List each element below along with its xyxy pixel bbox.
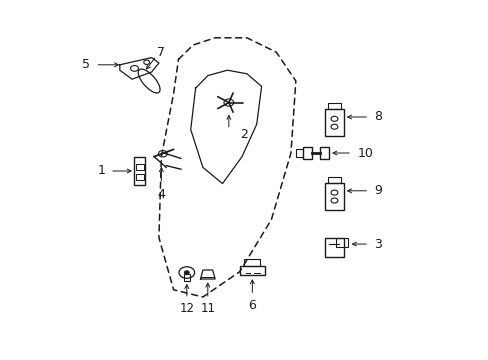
Text: 10: 10 <box>357 147 372 159</box>
Bar <box>136 174 143 180</box>
Bar <box>335 238 347 247</box>
Bar <box>320 147 328 159</box>
Circle shape <box>184 271 189 274</box>
Text: 12: 12 <box>179 302 194 315</box>
Bar <box>183 274 189 281</box>
Bar <box>327 177 341 183</box>
Text: 4: 4 <box>157 188 165 201</box>
Text: 9: 9 <box>373 184 381 197</box>
Text: 2: 2 <box>240 129 248 141</box>
Text: 1: 1 <box>97 165 105 177</box>
Text: 7: 7 <box>157 46 165 59</box>
Bar <box>134 157 145 185</box>
Text: 8: 8 <box>373 111 381 123</box>
Bar <box>325 238 343 257</box>
Bar <box>325 183 343 210</box>
Text: 6: 6 <box>248 299 256 312</box>
Bar <box>325 109 343 136</box>
Bar <box>239 266 264 275</box>
Bar <box>244 259 260 266</box>
Bar <box>327 103 341 109</box>
Bar <box>136 164 143 170</box>
Bar <box>303 147 311 159</box>
Text: 5: 5 <box>82 58 90 71</box>
Bar <box>295 149 303 157</box>
Text: 11: 11 <box>200 302 215 315</box>
Text: 3: 3 <box>373 238 381 251</box>
